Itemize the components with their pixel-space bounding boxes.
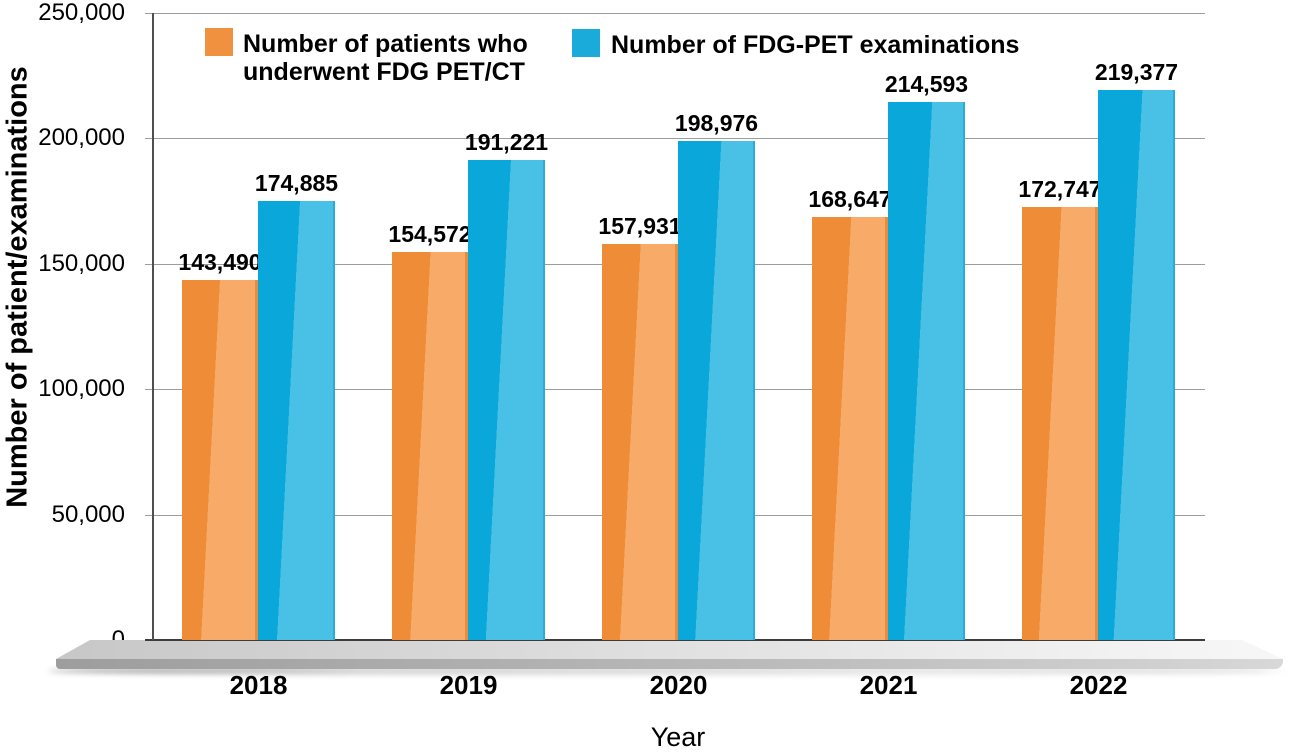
bar-value-label-2021-s0: 168,647 [808,186,892,213]
x-tick-label-2021: 2021 [859,670,918,700]
bar-value-label-2022-s1: 219,377 [1094,58,1179,85]
x-tick-label-2022: 2022 [1069,670,1128,700]
bar-patients-2019 [392,252,468,640]
bar-examinations-2020 [678,140,755,640]
legend-label-patients-line2: underwent FDG PET/CT [243,58,525,86]
platform-front-edge [56,659,1283,669]
y-tick-label-50,000: 50,000 [51,500,125,528]
x-axis-line [145,639,1205,641]
gridline-200,000 [145,138,1205,140]
bar-value-label-2021-s1: 214,593 [884,70,969,97]
legend-swatch-patients [205,28,233,56]
y-axis-line [152,13,154,640]
x-tick-label-2020: 2020 [649,670,708,700]
bar-patients-2022 [1022,206,1098,640]
y-axis-tick-labels: 0 50,000 100,000 150,000 200,000 250,000 [0,0,125,753]
legend-label-patients-line1: Number of patients who [243,30,528,58]
y-tick-label-150,000: 150,000 [38,249,125,277]
bar-value-label-2020-s1: 198,976 [674,109,759,136]
gridline-250,000 [145,13,1205,14]
bar-patients-2018 [182,280,258,640]
y-tick-label-200,000: 200,000 [38,124,125,152]
platform-top-surface [56,640,1283,659]
bar-value-label-2022-s0: 172,747 [1018,175,1102,202]
bar-value-label-2020-s0: 157,931 [598,212,682,239]
bar-value-label-2018-s1: 174,885 [254,170,339,197]
bar-examinations-2018 [258,201,335,640]
legend-label-examinations: Number of FDG-PET examinations [611,31,1020,59]
bar-value-label-2019-s0: 154,572 [388,221,472,248]
bar-examinations-2021 [888,101,965,640]
x-axis-title: Year [650,722,706,752]
bar-examinations-2022 [1098,89,1175,640]
legend-label-patients: Number of patients who underwent FDG PET… [243,30,528,86]
bar-examinations-2019 [468,160,545,640]
y-tick-label-250,000: 250,000 [38,0,125,26]
bar-patients-2021 [812,217,888,640]
x-tick-label-2018: 2018 [229,670,288,700]
bar-value-label-2018-s0: 143,490 [178,249,262,276]
legend-swatch-examinations [572,29,600,57]
x-tick-label-2019: 2019 [439,670,498,700]
y-tick-label-100,000: 100,000 [38,375,125,403]
plot-area: 143,490 154,572 157,931 168,647 172,747 174,8… [145,13,1205,641]
platform-shadow [48,667,1293,675]
bar-patients-2020 [602,243,678,640]
bar-value-label-2019-s1: 191,221 [464,129,549,156]
